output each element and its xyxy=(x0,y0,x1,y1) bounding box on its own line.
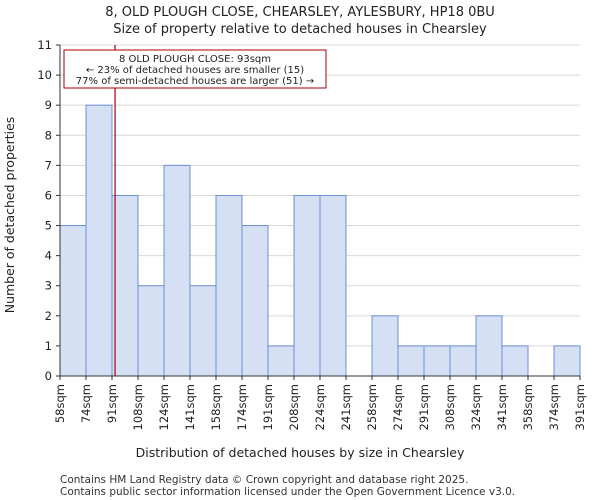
x-tick-label: 324sqm xyxy=(469,384,483,430)
footer-line-2: Contains public sector information licen… xyxy=(60,486,515,498)
y-tick-label: 2 xyxy=(45,309,52,323)
bar xyxy=(553,345,581,377)
x-axis-label: Distribution of detached houses by size … xyxy=(136,445,465,460)
y-tick-label: 3 xyxy=(45,279,52,293)
x-tick-label: 91sqm xyxy=(105,384,119,423)
x-tick-label: 341sqm xyxy=(495,384,509,430)
x-tick-label: 358sqm xyxy=(521,384,535,430)
y-tick-label: 5 xyxy=(45,219,52,233)
bar xyxy=(59,225,87,377)
y-axis-label: Number of detached properties xyxy=(2,117,17,314)
bar xyxy=(449,345,477,377)
x-tick-label: 158sqm xyxy=(209,384,223,430)
bar xyxy=(163,164,191,377)
annotation-box: 8 OLD PLOUGH CLOSE: 93sqm ← 23% of detac… xyxy=(63,49,327,89)
bar xyxy=(475,315,503,377)
y-tick-label: 6 xyxy=(45,188,52,202)
x-tick-label: 208sqm xyxy=(287,384,301,430)
footer-line-1: Contains HM Land Registry data © Crown c… xyxy=(60,474,468,486)
plot-area: 0 1 2 3 4 5 6 7 8 9 10 11 58sqm 74sqm 91sqm 108sqm 124sq… xyxy=(37,38,587,430)
chart-subtitle: Size of property relative to detached ho… xyxy=(113,22,487,37)
x-tick-label: 274sqm xyxy=(391,384,405,430)
bar xyxy=(397,345,425,377)
y-tick-label: 1 xyxy=(45,339,52,353)
bar xyxy=(319,194,347,377)
y-tick-label: 0 xyxy=(45,369,52,383)
x-tick-label: 191sqm xyxy=(261,384,275,430)
bar xyxy=(501,345,529,377)
annotation-line-1: 8 OLD PLOUGH CLOSE: 93sqm xyxy=(119,54,271,65)
x-tick-label: 241sqm xyxy=(339,384,353,430)
bar xyxy=(189,285,217,377)
x-tick-label: 174sqm xyxy=(235,384,249,430)
x-tick-label: 374sqm xyxy=(547,384,561,430)
bar xyxy=(371,315,399,377)
bar xyxy=(137,285,165,377)
bar xyxy=(423,345,451,377)
x-tick-label: 58sqm xyxy=(53,384,67,423)
y-tick-label: 8 xyxy=(45,128,52,142)
x-tick-label: 224sqm xyxy=(313,384,327,430)
bar xyxy=(85,104,113,377)
x-tick-label: 258sqm xyxy=(365,384,379,430)
annotation-line-2: ← 23% of detached houses are smaller (15… xyxy=(86,65,304,76)
x-tick-label: 74sqm xyxy=(79,384,93,423)
x-tick-label: 308sqm xyxy=(443,384,457,430)
y-tick-label: 4 xyxy=(45,249,52,263)
x-tick-label: 291sqm xyxy=(417,384,431,430)
x-tick-label: 124sqm xyxy=(157,384,171,430)
x-tick-label: 108sqm xyxy=(131,384,145,430)
y-tick-label: 10 xyxy=(37,68,52,82)
annotation-line-3: 77% of semi-detached houses are larger (… xyxy=(76,76,314,87)
y-tick-label: 11 xyxy=(37,38,52,52)
bar xyxy=(267,345,295,377)
bar xyxy=(215,194,243,377)
y-tick-label: 7 xyxy=(45,158,52,172)
bar xyxy=(241,225,269,377)
chart-title: 8, OLD PLOUGH CLOSE, CHEARSLEY, AYLESBUR… xyxy=(105,5,495,20)
bar xyxy=(111,194,139,377)
y-tick-label: 9 xyxy=(45,98,52,112)
x-tick-label: 391sqm xyxy=(573,384,587,430)
x-tick-label: 141sqm xyxy=(183,384,197,430)
bar xyxy=(293,194,321,377)
